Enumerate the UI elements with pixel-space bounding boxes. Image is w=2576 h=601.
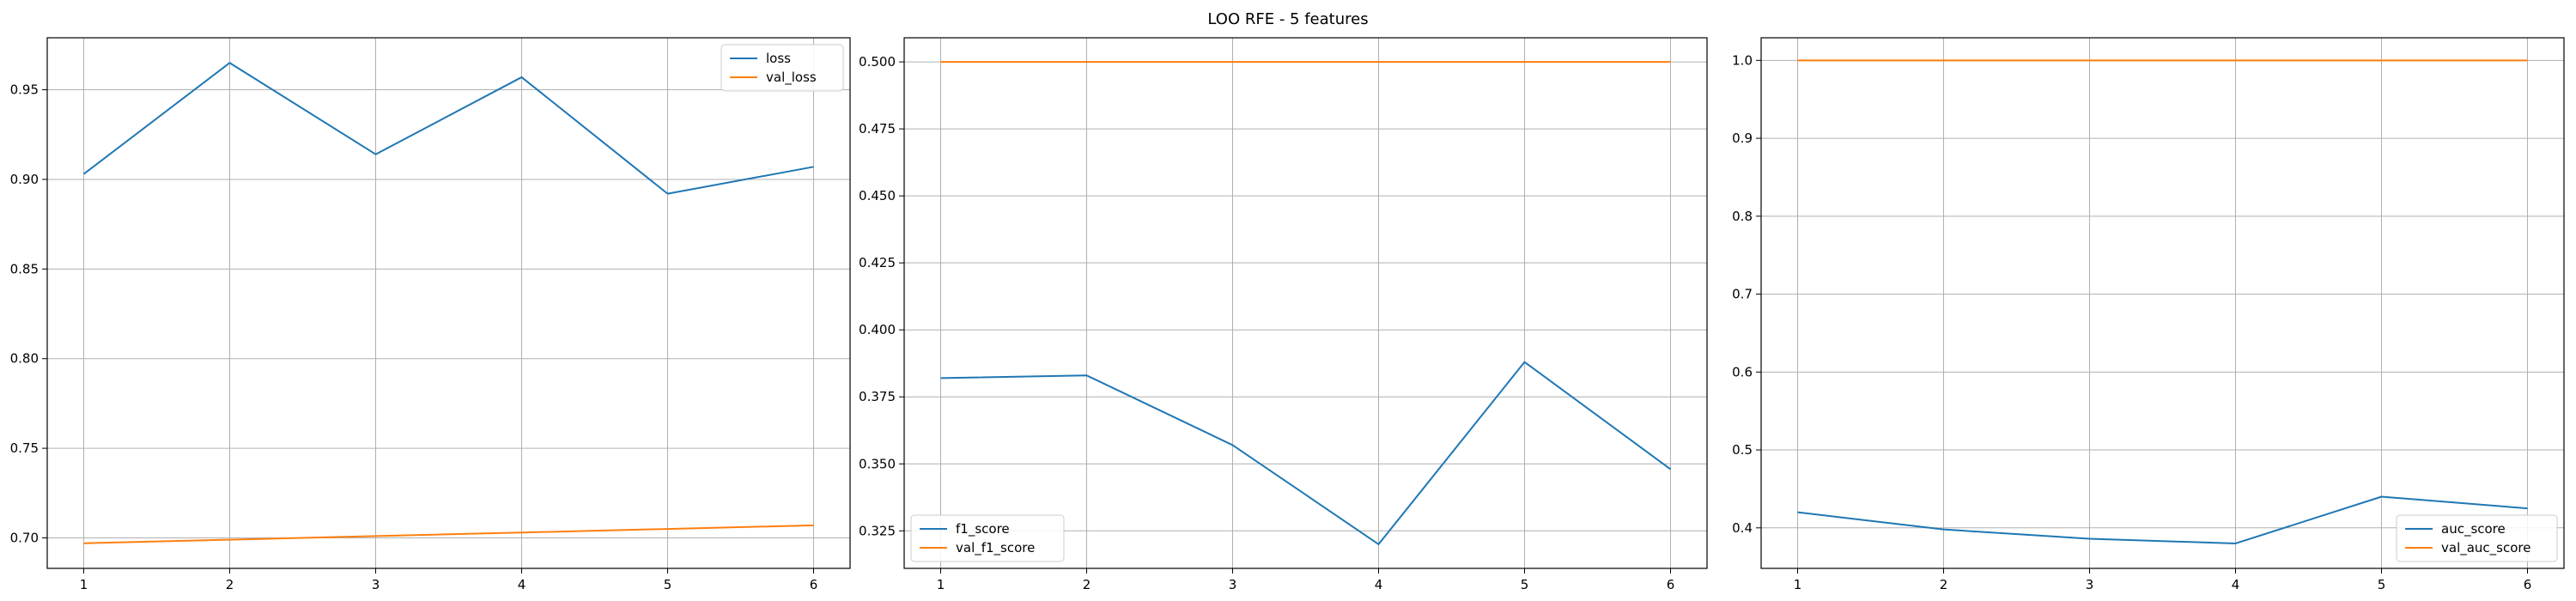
y-tick-label: 0.75 — [10, 440, 39, 456]
y-tick-label: 0.85 — [10, 261, 39, 276]
y-tick-label: 0.5 — [1732, 442, 1753, 458]
x-tick-label: 3 — [372, 577, 380, 592]
y-tick-label: 0.80 — [10, 351, 39, 367]
y-tick-label: 0.9 — [1732, 131, 1753, 146]
x-tick-label: 2 — [1940, 577, 1948, 592]
axes-frame — [46, 37, 851, 569]
y-tick-label: 0.500 — [859, 54, 896, 70]
chart-panel-1: 1 2 3 4 5 6 0.70 0.75 0.80 0.85 0.90 0.95 loss val_lo… — [10, 37, 851, 592]
series-line-val_loss — [83, 524, 814, 544]
legend: f1_score val_f1_score — [910, 514, 1065, 562]
x-tick-label: 6 — [2524, 577, 2532, 592]
y-tick-label: 1.0 — [1732, 52, 1753, 68]
legend: loss val_loss — [720, 44, 844, 92]
y-tick-label: 0.6 — [1732, 364, 1753, 379]
x-tick-label: 3 — [2086, 577, 2094, 592]
series-line-loss — [82, 62, 814, 195]
x-tick-label: 5 — [1521, 577, 1529, 592]
legend: auc_score val_auc_score — [2396, 514, 2558, 562]
y-tick-label: 0.450 — [859, 188, 896, 203]
x-tick-label: 4 — [518, 577, 526, 592]
y-tick-label: 0.400 — [859, 322, 896, 337]
y-tick-label: 0.95 — [10, 82, 39, 98]
legend-label-val_auc_score: val_auc_score — [2441, 540, 2531, 556]
y-tick-label: 0.350 — [859, 456, 896, 471]
panels: 1 2 3 4 5 60.700.750.800.850.900.95lossval_lo… — [10, 37, 2565, 592]
y-tick-label: 0.8 — [1732, 209, 1753, 224]
legend-label-f1_score: f1_score — [956, 521, 1010, 537]
y-tick-label: 0.7 — [1732, 287, 1753, 302]
axes-frame — [903, 37, 1708, 569]
x-tick-label: 4 — [2232, 577, 2240, 592]
x-tick-label: 3 — [1229, 577, 1237, 592]
y-tick-label: 0.375 — [859, 389, 896, 404]
x-tick-label: 2 — [1083, 577, 1091, 592]
y-tick-label: 0.425 — [859, 255, 896, 270]
axes-frame — [1760, 37, 2565, 569]
y-tick-label: 0.70 — [10, 531, 39, 546]
series-line-f1_score — [940, 361, 1672, 545]
x-tick-label: 1 — [937, 577, 945, 592]
x-tick-label: 1 — [1794, 577, 1802, 592]
legend-label-auc_score: auc_score — [2441, 521, 2506, 537]
chart-panel-2: 1 2 3 4 5 6 0.325 0.350 0.375 0.400 0.425 0.450 0.47… — [859, 37, 1708, 592]
y-tick-label: 0.4 — [1732, 520, 1753, 536]
x-tick-label: 5 — [664, 577, 672, 592]
x-tick-label: 6 — [810, 577, 818, 592]
legend-label-val_f1_score: val_f1_score — [956, 540, 1035, 556]
legend-box — [910, 514, 1065, 562]
figure-title: LOO RFE - 5 features — [1207, 10, 1368, 28]
legend-label-val_loss: val_loss — [766, 70, 817, 86]
legend-box — [2396, 514, 2558, 562]
y-tick-label: 0.475 — [859, 121, 896, 137]
y-tick-label: 0.90 — [10, 172, 39, 187]
x-tick-label: 4 — [1375, 577, 1383, 592]
legend-box — [720, 44, 844, 92]
y-tick-label: 0.325 — [859, 523, 896, 538]
x-tick-label: 5 — [2378, 577, 2386, 592]
x-tick-label: 2 — [226, 577, 234, 592]
x-tick-label: 6 — [1667, 577, 1675, 592]
chart-panel-3: 1 2 3 4 5 6 0.4 0.5 0.6 0.7 0.8 0.9 1.0 auc_score val_… — [1732, 37, 2565, 592]
x-tick-label: 1 — [80, 577, 88, 592]
legend-label-loss: loss — [766, 51, 791, 66]
series-line-auc_score — [1797, 495, 2528, 544]
